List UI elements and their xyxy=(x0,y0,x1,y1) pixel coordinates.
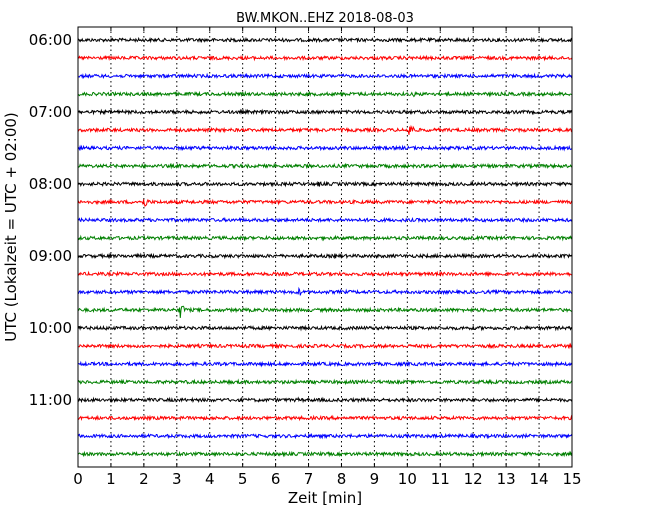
trace-1115 xyxy=(77,414,573,422)
y-tick-label: 08:00 xyxy=(29,175,72,193)
trace-1015 xyxy=(77,342,573,350)
trace-0645 xyxy=(77,90,573,98)
x-tick-label: 0 xyxy=(73,470,83,488)
x-tick-label: 5 xyxy=(238,470,248,488)
x-tick-label: 2 xyxy=(139,470,149,488)
x-tick-label: 14 xyxy=(530,470,549,488)
x-tick-label: 8 xyxy=(337,470,347,488)
trace-0630 xyxy=(77,72,573,80)
x-tick-label: 10 xyxy=(398,470,417,488)
x-tick-label: 9 xyxy=(370,470,380,488)
trace-1000 xyxy=(77,324,573,332)
trace-0800 xyxy=(77,180,573,188)
trace-0930 xyxy=(77,286,573,296)
y-tick-label: 06:00 xyxy=(29,31,72,49)
x-tick-label: 6 xyxy=(271,470,281,488)
x-axis-label: Zeit [min] xyxy=(288,489,362,507)
trace-1130 xyxy=(77,432,573,440)
trace-0915 xyxy=(77,270,573,278)
trace-0830 xyxy=(77,216,573,224)
trace-0715 xyxy=(77,124,573,135)
x-tick-label: 15 xyxy=(562,470,581,488)
seismic-traces xyxy=(77,36,573,458)
trace-0845 xyxy=(77,234,573,242)
trace-1045 xyxy=(77,378,573,386)
axis-ticks: 0 1 2 3 4 5 6 7 8 9 10 11 12 13 14 1506:0007:0008:0009:… xyxy=(29,27,582,488)
trace-0945 xyxy=(78,305,573,318)
x-tick-label: 1 xyxy=(106,470,116,488)
x-tick-label: 7 xyxy=(304,470,314,488)
trace-0815 xyxy=(77,198,573,208)
plot-frame xyxy=(77,26,573,468)
trace-0700 xyxy=(77,108,573,116)
trace-1145 xyxy=(77,450,573,458)
chart-title: BW.MKON..EHZ 2018-08-03 xyxy=(236,11,414,26)
trace-0900 xyxy=(77,252,573,260)
y-tick-label: 10:00 xyxy=(29,319,72,337)
x-tick-label: 11 xyxy=(431,470,450,488)
trace-0730 xyxy=(77,144,573,152)
x-tick-label: 13 xyxy=(497,470,516,488)
trace-0745 xyxy=(77,162,573,170)
y-axis-label: UTC (Lokalzeit = UTC + 02:00) xyxy=(2,112,20,342)
trace-1100 xyxy=(77,396,573,404)
trace-0615 xyxy=(77,54,573,62)
trace-1030 xyxy=(77,360,573,368)
y-tick-label: 09:00 xyxy=(29,247,72,265)
trace-0600 xyxy=(77,36,572,44)
y-tick-label: 11:00 xyxy=(29,391,72,409)
x-tick-label: 3 xyxy=(172,470,182,488)
vertical-grid xyxy=(110,27,540,467)
x-tick-label: 4 xyxy=(205,470,215,488)
x-tick-label: 12 xyxy=(464,470,483,488)
y-tick-label: 07:00 xyxy=(29,103,72,121)
